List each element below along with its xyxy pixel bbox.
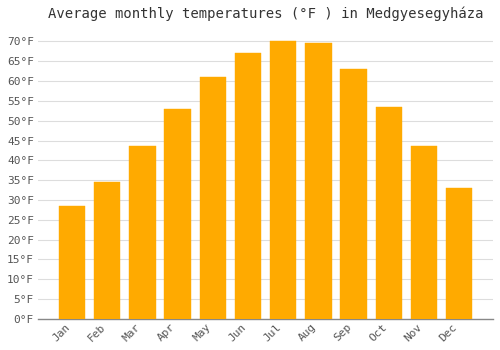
- Bar: [340, 69, 367, 319]
- Bar: [94, 182, 120, 319]
- Bar: [270, 41, 296, 319]
- Bar: [446, 188, 472, 319]
- Bar: [411, 147, 437, 319]
- Bar: [200, 77, 226, 319]
- Bar: [129, 147, 156, 319]
- Bar: [305, 43, 332, 319]
- Bar: [235, 53, 261, 319]
- Bar: [376, 107, 402, 319]
- Bar: [164, 109, 191, 319]
- Title: Average monthly temperatures (°F ) in Medgyesegyháza: Average monthly temperatures (°F ) in Me…: [48, 7, 484, 21]
- Bar: [59, 206, 85, 319]
